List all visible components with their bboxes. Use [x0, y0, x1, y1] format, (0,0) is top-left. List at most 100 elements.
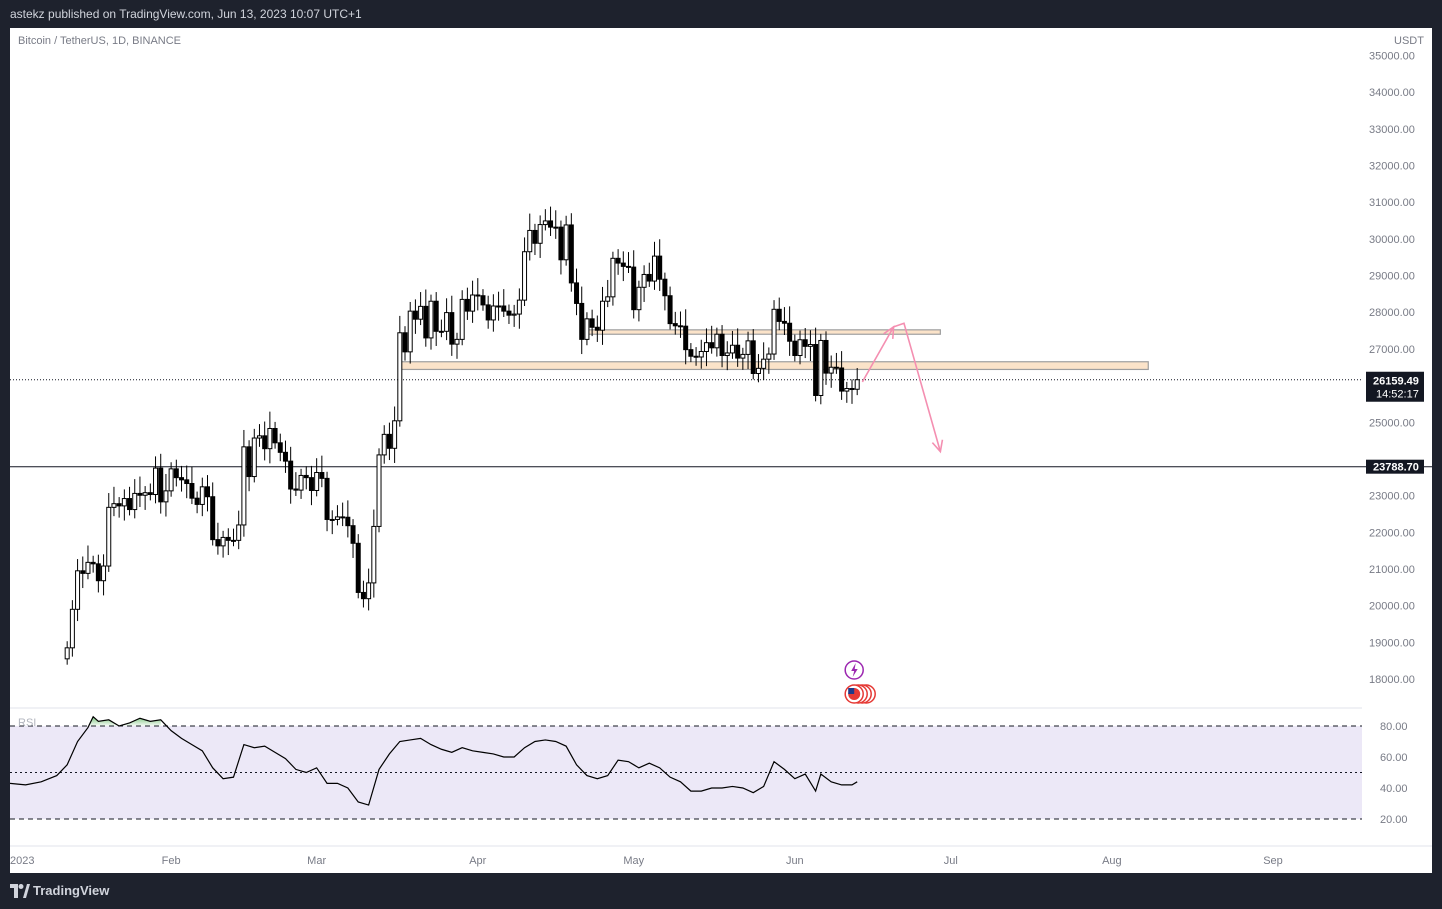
support-line-label: 23788.70 — [1373, 462, 1419, 474]
candle-up — [600, 300, 606, 331]
price-tick-label: 34000.00 — [1369, 87, 1415, 99]
candle-up — [397, 332, 403, 422]
candle-up — [392, 420, 398, 449]
rsi-tick-label: 40.00 — [1380, 783, 1408, 795]
candle-down — [787, 322, 793, 342]
candle-down — [449, 312, 455, 345]
time-tick-label: Feb — [162, 855, 181, 867]
candle-down — [282, 451, 288, 462]
candle-down — [579, 302, 585, 340]
candle-up — [418, 305, 424, 320]
rsi-overbought-fill — [67, 716, 161, 726]
candle-down — [776, 308, 782, 322]
candle-up — [298, 474, 304, 491]
price-chart[interactable]: RSI USDT 18000.00 19000.00 20000.00 21000.00… — [10, 28, 1432, 873]
candle-down — [95, 563, 101, 582]
candle-down — [137, 492, 143, 496]
candle-down — [709, 342, 715, 349]
candle-down — [324, 477, 330, 520]
rsi-tick-label: 80.00 — [1380, 721, 1408, 733]
candle-down — [574, 282, 580, 304]
candle-down — [688, 349, 694, 357]
price-tick-label: 20000.00 — [1369, 601, 1415, 613]
rsi-tick-label: 60.00 — [1380, 752, 1408, 764]
candle-up — [251, 437, 257, 478]
candle-up — [844, 388, 850, 392]
price-tick-label: 23000.00 — [1369, 491, 1415, 503]
candle-up — [381, 433, 387, 456]
candle-down — [127, 498, 133, 511]
last-price-label: 26159.49 — [1373, 376, 1419, 388]
candle-up — [745, 340, 751, 355]
candle-up — [121, 498, 127, 507]
candle-down — [205, 486, 211, 498]
candle-down — [813, 344, 819, 396]
candle-down — [662, 278, 668, 297]
candle-down — [568, 224, 574, 284]
candle-down — [423, 305, 429, 339]
candle-down — [532, 229, 538, 244]
candle-up — [636, 286, 642, 311]
candle-up — [428, 300, 434, 339]
candle-up — [537, 224, 543, 244]
candle-up — [516, 299, 522, 315]
candle-up — [106, 506, 112, 567]
candle-up — [132, 492, 138, 511]
candle-down — [288, 460, 294, 490]
candle-up — [470, 294, 476, 312]
candle-down — [735, 344, 741, 359]
candle-down — [293, 488, 299, 491]
tradingview-logo-icon — [10, 884, 30, 898]
candle-up — [454, 338, 460, 345]
candle-down — [360, 591, 366, 600]
support-line-tag — [1366, 459, 1424, 474]
candle-up — [236, 524, 242, 541]
price-tick-label: 27000.00 — [1369, 344, 1415, 356]
candle-down — [839, 367, 845, 392]
candle-up — [230, 539, 236, 542]
candle-up — [511, 313, 517, 316]
candle-down — [340, 516, 346, 519]
tradingview-brand[interactable]: TradingView — [33, 883, 110, 898]
candle-down — [501, 305, 507, 312]
price-tick-label: 31000.00 — [1369, 197, 1415, 209]
price-axis: USDT 18000.00 19000.00 20000.00 21000.00 2200… — [1366, 35, 1424, 826]
candle-up — [522, 251, 528, 301]
chart-frame[interactable]: RSI USDT 18000.00 19000.00 20000.00 21000.00… — [10, 28, 1432, 873]
published-header: astekz published on TradingView.com, Jun… — [10, 7, 362, 21]
arrow-head-down — [931, 439, 944, 454]
candle-down — [589, 318, 595, 328]
candle-down — [849, 388, 855, 391]
candle-up — [64, 647, 70, 660]
candle-up — [69, 608, 75, 649]
candle-down — [558, 226, 564, 261]
price-tick-label: 30000.00 — [1369, 234, 1415, 246]
candle-up — [142, 492, 148, 496]
candle-down — [355, 542, 361, 593]
price-tick-label: 35000.00 — [1369, 51, 1415, 63]
lightning-icon — [851, 663, 858, 677]
candle-up — [828, 366, 834, 374]
symbol-label[interactable]: Bitcoin / TetherUS, 1D, BINANCE — [18, 35, 182, 47]
candle-down — [719, 333, 725, 357]
candle-up — [459, 298, 465, 340]
candle-down — [626, 265, 632, 268]
candle-down — [433, 300, 439, 332]
candle-up — [371, 525, 377, 584]
candle-up — [698, 350, 704, 358]
candle-down — [594, 326, 600, 331]
projection-arrow — [861, 322, 944, 454]
candle-up — [199, 486, 205, 505]
candle-down — [116, 503, 122, 507]
candle-up — [153, 467, 159, 496]
candle-down — [303, 474, 309, 479]
candle-up — [168, 468, 174, 492]
candle-up — [724, 352, 730, 357]
time-tick-label: Sep — [1263, 855, 1283, 867]
candle-down — [386, 433, 392, 449]
candle-up — [256, 435, 262, 439]
candle-up — [267, 427, 273, 450]
countdown-label: 14:52:17 — [1376, 389, 1419, 401]
arrow-head-up — [883, 325, 895, 339]
candle-down — [350, 525, 356, 544]
